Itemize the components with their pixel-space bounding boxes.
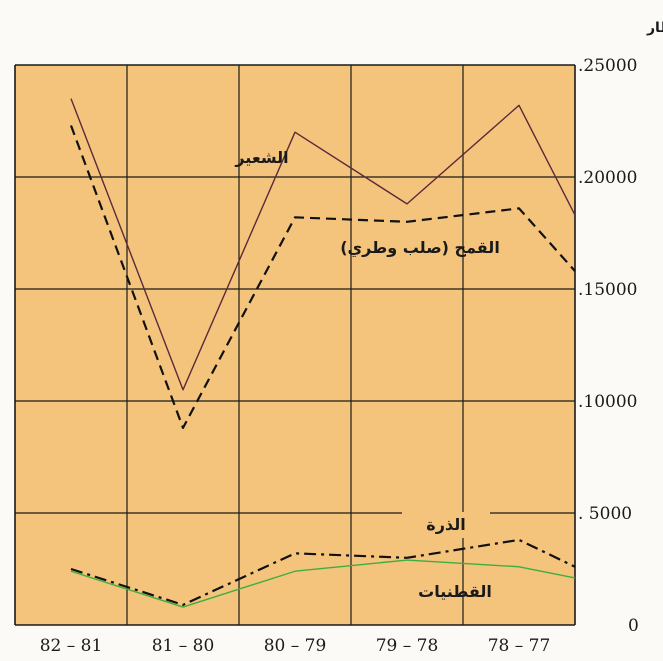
series-label-2: الذرة (426, 515, 465, 534)
series-label-1: القمح (صلب وطري) (340, 238, 500, 258)
grid (14, 64, 576, 626)
series-line-3 (70, 559, 576, 608)
x-tick-label: 80 – 79 (264, 636, 327, 656)
y-tick-label: .10000 (578, 392, 637, 412)
series-lines (69, 98, 576, 608)
series-label-3: القطنيات (418, 582, 492, 601)
series-line-1 (69, 125, 576, 429)
series-label-background (402, 512, 490, 538)
plot-background (15, 65, 575, 625)
y-tick-label: . 5000 (578, 504, 632, 524)
x-tick-label: 79 – 78 (376, 636, 439, 656)
series-label-0: الشعير (234, 148, 288, 167)
y-tick-label: .20000 (578, 168, 637, 188)
x-tick-label: 81 – 80 (152, 636, 215, 656)
labels: ألف قنطار .25000 .20000 .15000 .10000 . 5000 0… (40, 18, 663, 656)
unit-label: ألف قنطار (646, 18, 663, 36)
series-line-0 (70, 98, 576, 391)
series-line-2 (70, 538, 576, 606)
x-tick-label: 82 – 81 (40, 636, 103, 656)
y-tick-label: .25000 (578, 56, 637, 76)
y-tick-label: 0 (628, 616, 639, 636)
y-tick-label: .15000 (578, 280, 637, 300)
x-tick-label: 78 – 77 (488, 636, 551, 656)
